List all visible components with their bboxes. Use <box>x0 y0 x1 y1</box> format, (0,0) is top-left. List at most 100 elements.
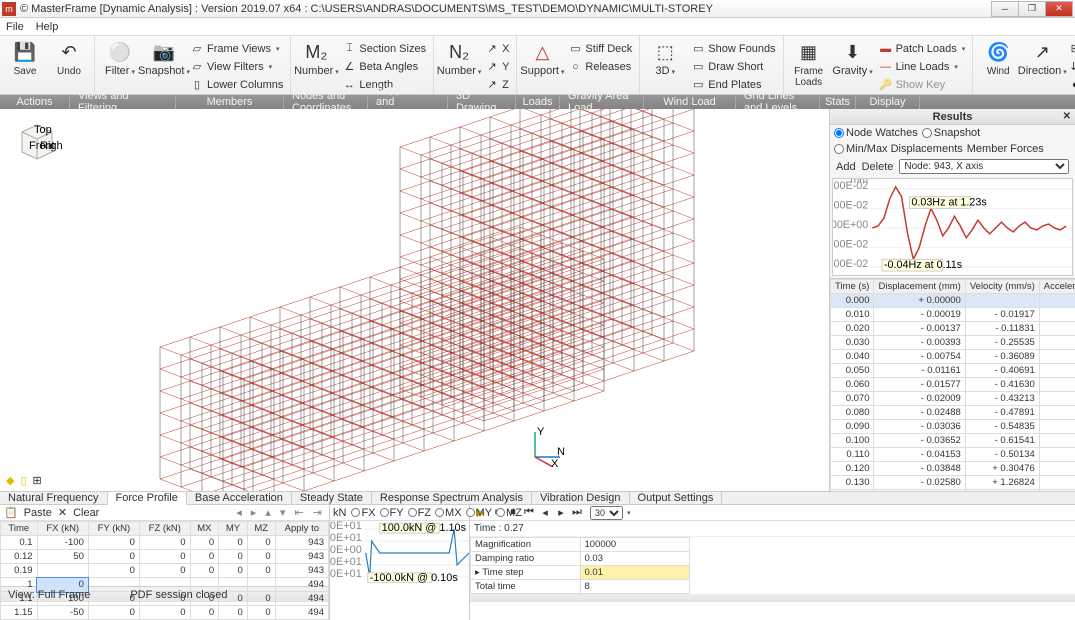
step-back-button[interactable]: ◂ <box>538 506 552 519</box>
step-fwd-button[interactable]: ▸ <box>554 506 568 519</box>
releases-button[interactable]: ○Releases <box>565 58 635 75</box>
ribbon-group-members: Members <box>176 95 284 109</box>
show-founds-button[interactable]: ▭Show Founds <box>688 40 778 57</box>
results-close[interactable]: ✕ <box>1063 111 1071 122</box>
frame-loads-button[interactable]: ▦Frame Loads <box>788 38 830 92</box>
view-filters-button[interactable]: ▱View Filters▾ <box>187 58 286 75</box>
undo-button[interactable]: ↶Undo <box>48 38 90 92</box>
node-selector[interactable]: Node: 943, X axis <box>899 159 1069 174</box>
viewport-3d[interactable]: FrontRightTop Y N X ◆ ▯ ⊞ <box>0 109 829 491</box>
svg-text:-8.00E+01: -8.00E+01 <box>330 568 362 580</box>
viewport-tools: ◆ ▯ ⊞ <box>6 474 42 487</box>
section-sizes-button[interactable]: ⌶Section Sizes <box>339 40 429 57</box>
tab-steady-state[interactable]: Steady State <box>292 492 372 504</box>
draw-short-button[interactable]: ▭Draw Short <box>688 58 778 75</box>
lower-columns-button[interactable]: ▯Lower Columns <box>187 76 286 93</box>
wind-zone-button[interactable]: ◐Wind Zone <box>1065 76 1075 93</box>
radio-member-forces[interactable]: Member Forces <box>967 143 1044 155</box>
paste-button[interactable]: Paste <box>24 507 52 519</box>
svg-text:-4.00E+01: -4.00E+01 <box>330 556 362 568</box>
vp-tool-1[interactable]: ◆ <box>6 474 14 487</box>
minimize-button[interactable]: ─ <box>991 1 1019 17</box>
speed-select[interactable]: 30 <box>590 506 623 520</box>
tab-natural-frequency[interactable]: Natural Frequency <box>0 492 108 504</box>
radio-minmax[interactable]: Min/Max Displacements <box>834 143 963 155</box>
ky-button[interactable]: ↗Y <box>482 58 512 75</box>
angle-icon: ∠ <box>342 60 356 74</box>
gravity-icon: ⬇ <box>841 40 865 64</box>
support-button[interactable]: △Support▾ <box>521 38 563 92</box>
paste-icon[interactable]: 📋 <box>4 506 18 519</box>
svg-text:-2.00E-02: -2.00E-02 <box>833 239 868 251</box>
force-table[interactable]: TimeFX (kN)FY (kN)FZ (kN)MXMYMZApply to0… <box>0 521 329 620</box>
coef-values-button[interactable]: ⊞Coef Values <box>1065 40 1075 57</box>
ribbon-group-3d-drawing: 3D Drawing <box>448 95 516 109</box>
line-loads-button[interactable]: —Line Loads▾ <box>876 58 969 75</box>
ribbon-group-actions: Actions <box>0 95 70 109</box>
time-display: Time : 0.27 <box>470 521 1075 537</box>
wind-button[interactable]: 🌀Wind <box>977 38 1019 92</box>
direction-button[interactable]: ↗Direction▾ <box>1021 38 1063 92</box>
tab-base-acceleration[interactable]: Base Acceleration <box>187 492 292 504</box>
delete-button[interactable]: Delete <box>862 161 894 173</box>
clear-icon[interactable]: ✕ <box>58 506 67 519</box>
results-title: Results <box>933 111 973 123</box>
beta-angles-button[interactable]: ∠Beta Angles <box>339 58 429 75</box>
menu-help[interactable]: Help <box>36 21 59 33</box>
toggle-my[interactable]: MY <box>464 507 495 519</box>
radio-snapshot[interactable]: Snapshot <box>922 127 980 139</box>
force-chart: kNFXFYFZMXMYMZ 8.00E+01 4.00E+01 0.00E+0… <box>330 505 470 620</box>
kx-button[interactable]: ↗X <box>482 40 512 57</box>
tab-force-profile[interactable]: Force Profile <box>108 492 187 505</box>
snapshot-button[interactable]: 📷Snapshot▾ <box>143 38 185 92</box>
ribbon-group-grid-lines-and-levels: Grid Lines and Levels <box>736 95 820 109</box>
svg-text:100.0kN @ 1.10s: 100.0kN @ 1.10s <box>382 522 467 534</box>
view-cube[interactable]: FrontRightTop <box>12 117 62 167</box>
vp-tool-3[interactable]: ⊞ <box>33 474 42 487</box>
rewind-button[interactable]: ⏮ <box>522 506 536 519</box>
svg-text:4.00E+01: 4.00E+01 <box>330 532 362 544</box>
tab-output-settings[interactable]: Output Settings <box>630 492 723 504</box>
cube-icon: ⬚ <box>653 40 677 64</box>
model-wireframe <box>0 109 829 491</box>
tab-vibration-design[interactable]: Vibration Design <box>532 492 630 504</box>
clear-button[interactable]: Clear <box>73 507 99 519</box>
frame-views-button[interactable]: ▱Frame Views▾ <box>187 40 286 57</box>
radio-node-watches[interactable]: Node Watches <box>834 127 918 139</box>
svg-text:-0.04Hz at 0.11s: -0.04Hz at 0.11s <box>884 259 962 271</box>
status-view: View: Full Frame <box>8 589 90 601</box>
filter-icon: ⚪ <box>108 40 132 64</box>
toggle-fz[interactable]: FZ <box>406 507 433 519</box>
member-number-button[interactable]: M₂Number▾ <box>295 38 337 92</box>
patch-loads-button[interactable]: ▬Patch Loads▾ <box>876 40 969 57</box>
3d-button[interactable]: ⬚3D▾ <box>644 38 686 92</box>
ribbon-group-views-and-filtering: Views and Filtering <box>70 95 176 109</box>
vp-tool-2[interactable]: ▯ <box>20 474 26 487</box>
bottom-tabs: Natural FrequencyForce ProfileBase Accel… <box>0 492 1075 505</box>
nav-arrows[interactable]: ◂ ▸ ▴ ▾ ⇤ ⇥ <box>236 506 325 519</box>
stiff-deck-button[interactable]: ▭Stiff Deck <box>565 40 635 57</box>
save-button[interactable]: 💾Save <box>4 38 46 92</box>
close-button[interactable]: ✕ <box>1045 1 1073 17</box>
menu-file[interactable]: File <box>6 21 24 33</box>
n-icon: N₂ <box>447 40 471 64</box>
pressure-button[interactable]: ⇊Pressure <box>1065 58 1075 75</box>
ribbon-group-loads: Loads <box>516 95 560 109</box>
svg-text:0.03Hz at 1.23s: 0.03Hz at 1.23s <box>911 196 986 208</box>
ffwd-button[interactable]: ⏭ <box>570 506 584 519</box>
playback-toolbar: ▶ ⏸ ⏹ ⏮ ◂ ▸ ⏭ 30 ▾ <box>470 505 1075 521</box>
tab-response-spectrum-analysis[interactable]: Response Spectrum Analysis <box>372 492 532 504</box>
toggle-fx[interactable]: FX <box>349 507 377 519</box>
show-key-button[interactable]: 🔑Show Key <box>876 76 969 93</box>
filter-button[interactable]: ⚪Filter▾ <box>99 38 141 92</box>
node-number-button[interactable]: N₂Number▾ <box>438 38 480 92</box>
toggle-fy[interactable]: FY <box>378 507 406 519</box>
add-button[interactable]: Add <box>836 161 856 173</box>
toggle-mz[interactable]: MZ <box>494 507 524 519</box>
camera-icon: 📷 <box>152 40 176 64</box>
settings-table[interactable]: Magnification100000Damping ratio0.03▸ Ti… <box>470 537 690 594</box>
results-table[interactable]: Time (s)Displacement (mm)Velocity (mm/s)… <box>830 278 1075 491</box>
maximize-button[interactable]: ❐ <box>1018 1 1046 17</box>
gravity-button[interactable]: ⬇Gravity▾ <box>832 38 874 92</box>
toggle-mx[interactable]: MX <box>433 507 464 519</box>
